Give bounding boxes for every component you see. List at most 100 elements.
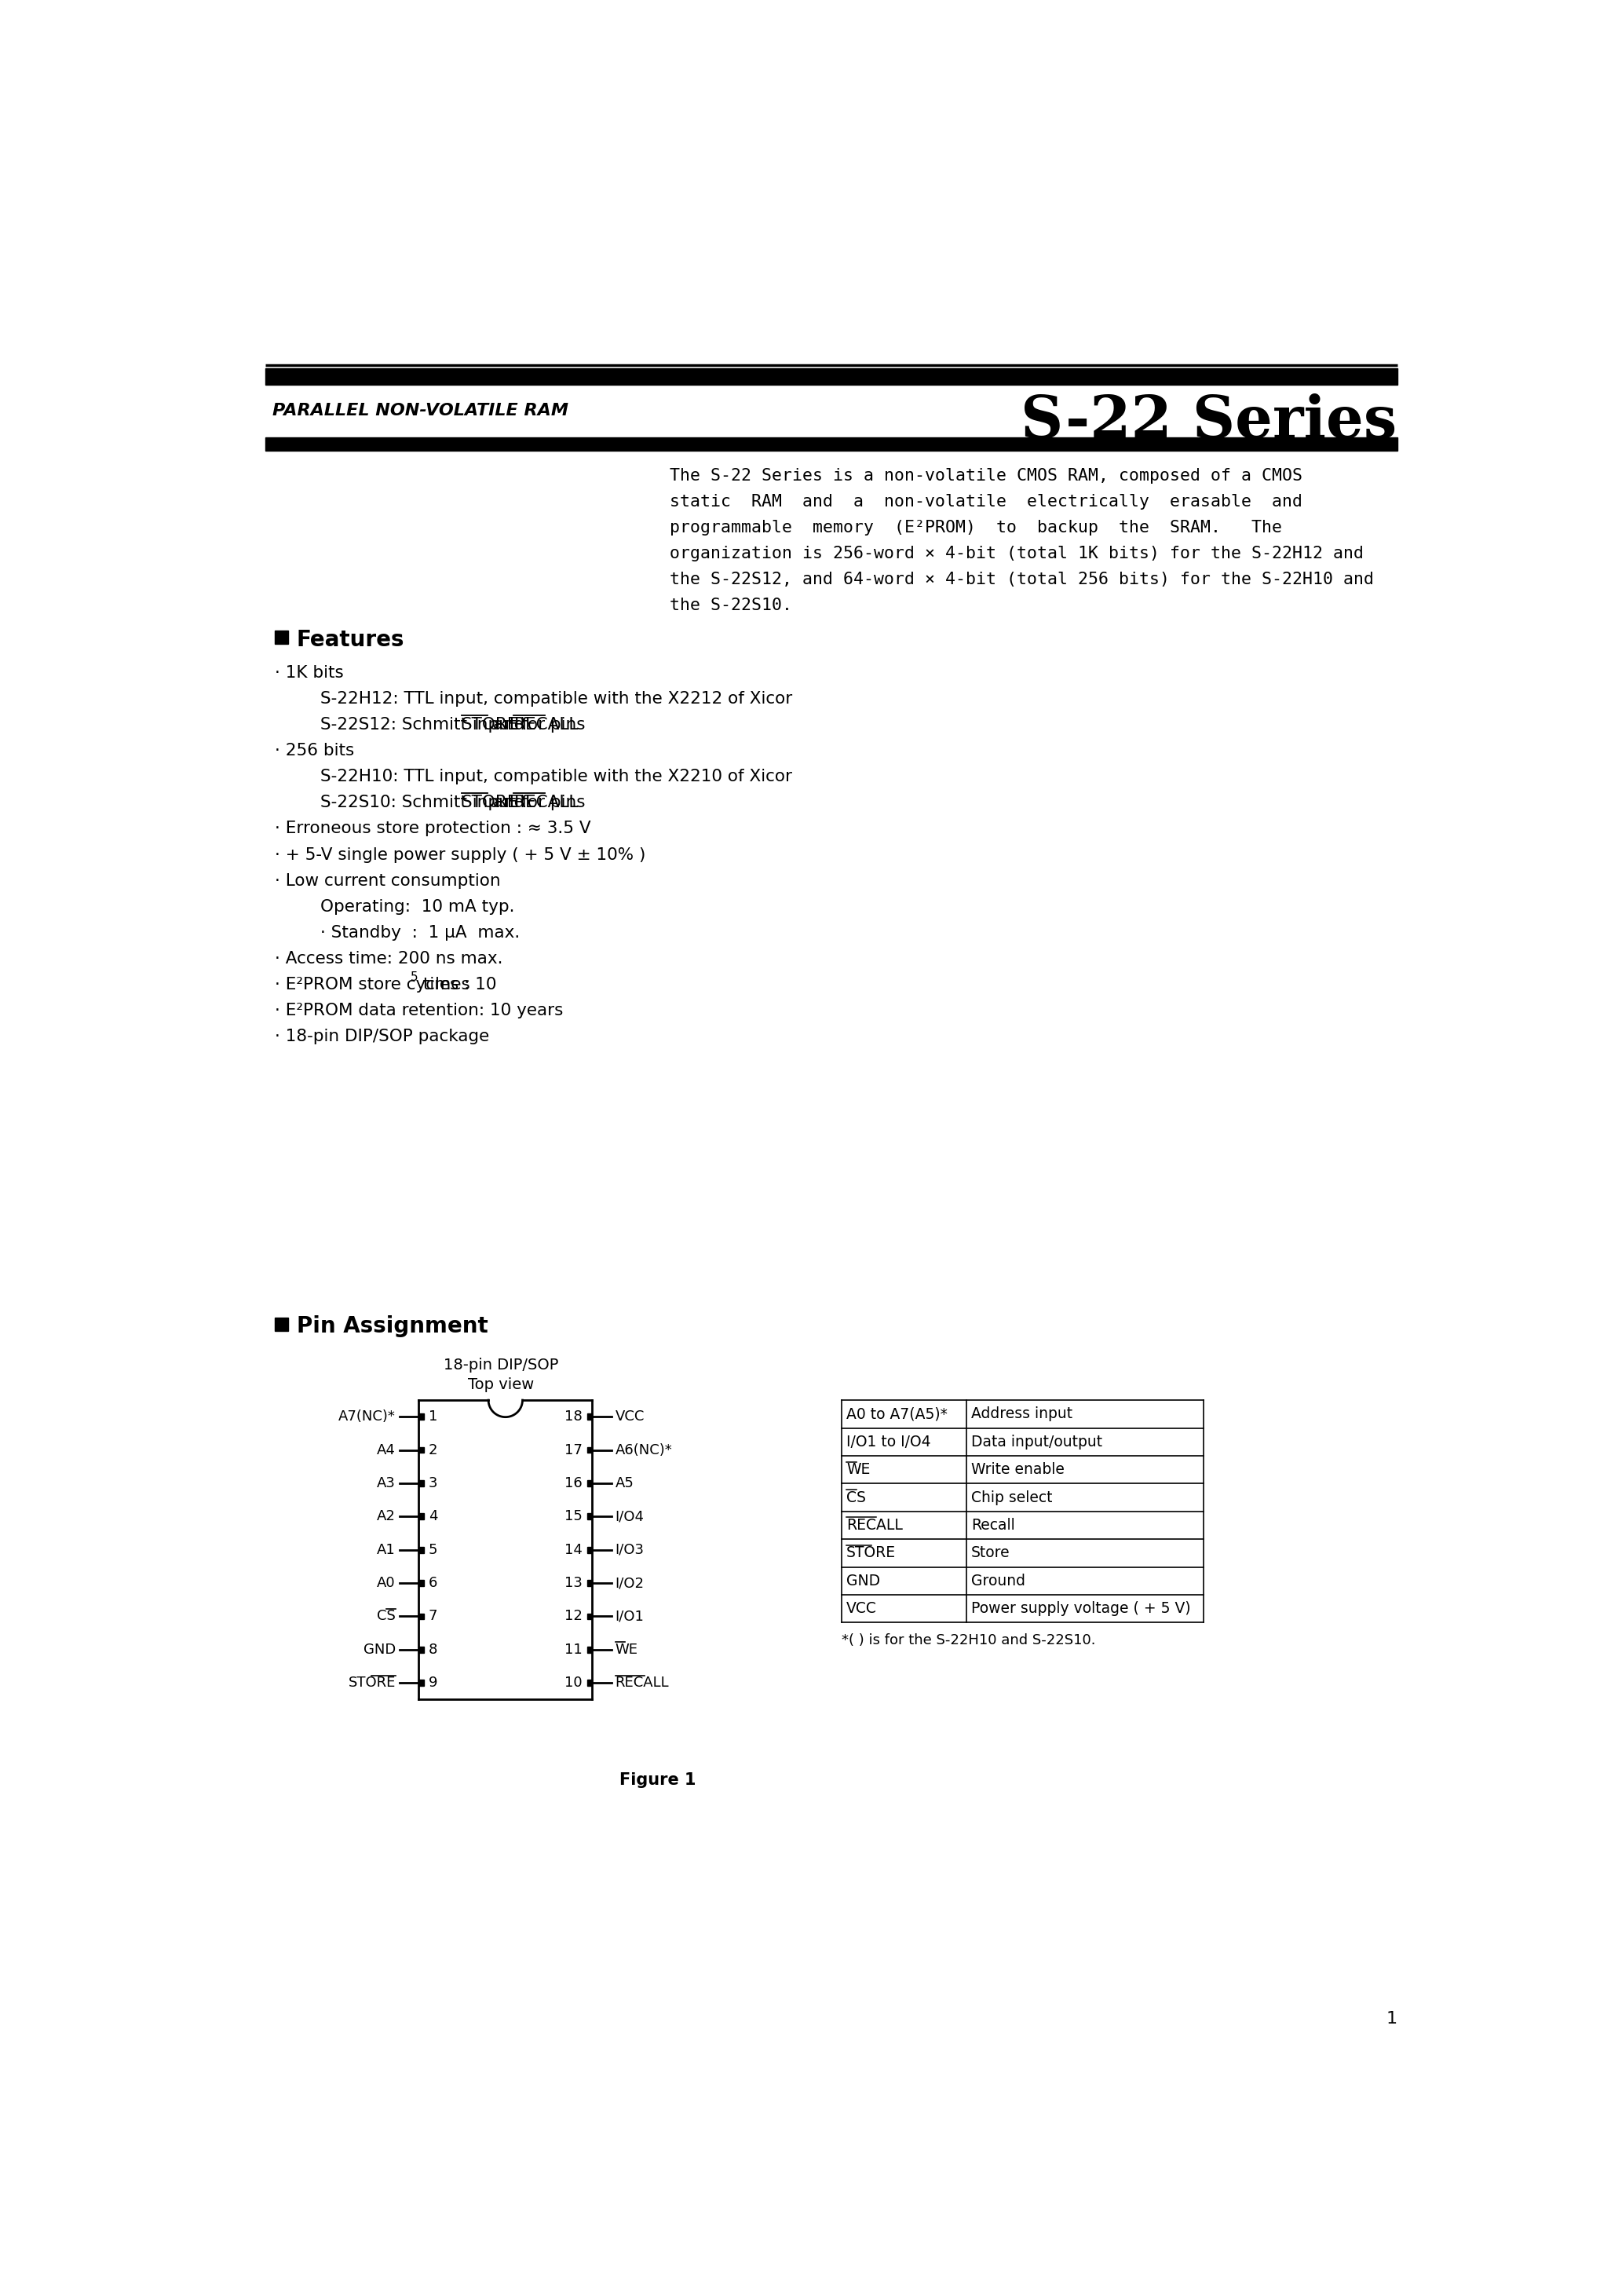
Text: pins: pins [545, 794, 586, 810]
Text: 18-pin DIP/SOP: 18-pin DIP/SOP [443, 1357, 558, 1373]
Text: A0: A0 [376, 1575, 396, 1591]
Text: Operating:  10 mA typ.: Operating: 10 mA typ. [320, 900, 514, 914]
Text: VCC: VCC [847, 1600, 878, 1616]
Text: RECALL: RECALL [514, 794, 579, 810]
Bar [266, 367, 1397, 386]
Text: A6(NC)*: A6(NC)* [615, 1442, 673, 1458]
Text: 7: 7 [428, 1609, 438, 1623]
Text: PARALLEL NON-VOLATILE RAM: PARALLEL NON-VOLATILE RAM [272, 402, 569, 418]
Text: RECALL: RECALL [615, 1676, 670, 1690]
Text: A1: A1 [376, 1543, 396, 1557]
Text: Pin Assignment: Pin Assignment [297, 1316, 488, 1339]
Text: The S-22 Series is a non-volatile CMOS RAM, composed of a CMOS: The S-22 Series is a non-volatile CMOS R… [670, 468, 1302, 484]
Text: Ground: Ground [972, 1573, 1025, 1589]
Text: GND: GND [363, 1642, 396, 1658]
Text: Power supply voltage ( + 5 V): Power supply voltage ( + 5 V) [972, 1600, 1191, 1616]
Text: *( ) is for the S-22H10 and S-22S10.: *( ) is for the S-22H10 and S-22S10. [842, 1632, 1095, 1649]
Text: 12: 12 [564, 1609, 582, 1623]
Bar [587, 1580, 592, 1587]
Bar [418, 1681, 423, 1685]
Text: STORE: STORE [349, 1676, 396, 1690]
Text: WE: WE [615, 1642, 637, 1658]
Text: times: times [417, 976, 470, 992]
Text: 8: 8 [428, 1642, 438, 1658]
Text: 3: 3 [428, 1476, 438, 1490]
Text: I/O1: I/O1 [615, 1609, 644, 1623]
Text: I/O4: I/O4 [615, 1508, 644, 1525]
Text: VCC: VCC [615, 1410, 644, 1424]
Text: A2: A2 [376, 1508, 396, 1525]
Text: Data input/output: Data input/output [972, 1435, 1103, 1449]
Text: and: and [488, 794, 530, 810]
Bar [266, 439, 1397, 450]
Text: Write enable: Write enable [972, 1463, 1064, 1476]
Text: CS: CS [376, 1609, 396, 1623]
Bar [418, 1646, 423, 1653]
Text: organization is 256-word × 4-bit (total 1K bits) for the S-22H12 and: organization is 256-word × 4-bit (total … [670, 546, 1364, 563]
Text: S-22 Series: S-22 Series [1020, 393, 1397, 450]
Bar [587, 1646, 592, 1653]
Text: · Low current consumption: · Low current consumption [274, 872, 500, 889]
Bar [418, 1513, 423, 1520]
Text: · Standby  :  1 μA  max.: · Standby : 1 μA max. [320, 925, 519, 941]
Text: S-22S12: Schmitt input for: S-22S12: Schmitt input for [320, 716, 550, 732]
Text: WE: WE [847, 1463, 871, 1476]
Bar [274, 631, 289, 643]
Text: Top view: Top view [467, 1378, 534, 1391]
Text: S-22H12: TTL input, compatible with the X2212 of Xicor: S-22H12: TTL input, compatible with the … [320, 691, 792, 707]
Text: I/O2: I/O2 [615, 1575, 644, 1591]
Bar [587, 1481, 592, 1486]
Text: static  RAM  and  a  non-volatile  electrically  erasable  and: static RAM and a non-volatile electrical… [670, 494, 1302, 510]
Bar [274, 1318, 289, 1332]
Text: pins: pins [545, 716, 586, 732]
Text: and: and [488, 716, 530, 732]
Text: 16: 16 [564, 1476, 582, 1490]
Bar [418, 1481, 423, 1486]
Bar [418, 1548, 423, 1552]
Text: 2: 2 [428, 1442, 438, 1458]
Text: 5: 5 [428, 1543, 438, 1557]
Text: 6: 6 [428, 1575, 438, 1591]
Text: · 1K bits: · 1K bits [274, 666, 344, 680]
Bar [418, 1414, 423, 1419]
Bar [587, 1513, 592, 1520]
Text: · 256 bits: · 256 bits [274, 744, 354, 758]
Text: STORE: STORE [462, 794, 519, 810]
Text: 1: 1 [428, 1410, 438, 1424]
Text: Address input: Address input [972, 1407, 1072, 1421]
Text: A0 to A7(A5)*: A0 to A7(A5)* [847, 1407, 947, 1421]
Text: A4: A4 [376, 1442, 396, 1458]
Text: 18: 18 [564, 1410, 582, 1424]
Text: Store: Store [972, 1545, 1011, 1561]
Text: I/O3: I/O3 [615, 1543, 644, 1557]
Text: RECALL: RECALL [847, 1518, 903, 1534]
Text: STORE: STORE [462, 716, 519, 732]
Bar [418, 1614, 423, 1619]
Text: · E²PROM data retention: 10 years: · E²PROM data retention: 10 years [274, 1003, 563, 1019]
Text: I/O1 to I/O4: I/O1 to I/O4 [847, 1435, 931, 1449]
Text: S-22S10: Schmitt input for: S-22S10: Schmitt input for [320, 794, 550, 810]
Text: S-22H10: TTL input, compatible with the X2210 of Xicor: S-22H10: TTL input, compatible with the … [320, 769, 792, 785]
Bar [418, 1580, 423, 1587]
Bar [587, 1548, 592, 1552]
Text: Figure 1: Figure 1 [620, 1773, 696, 1789]
Text: 5: 5 [410, 971, 418, 983]
Text: Chip select: Chip select [972, 1490, 1053, 1504]
Bar [587, 1446, 592, 1453]
Bar [587, 1681, 592, 1685]
Text: 14: 14 [564, 1543, 582, 1557]
Text: · + 5-V single power supply ( + 5 V ± 10% ): · + 5-V single power supply ( + 5 V ± 10… [274, 847, 646, 863]
Text: STORE: STORE [847, 1545, 895, 1561]
Text: Recall: Recall [972, 1518, 1015, 1534]
Text: · E²PROM store cycles : 10: · E²PROM store cycles : 10 [274, 976, 496, 992]
Text: 17: 17 [564, 1442, 582, 1458]
Text: CS: CS [847, 1490, 866, 1504]
Text: Features: Features [297, 629, 404, 650]
Text: A5: A5 [615, 1476, 634, 1490]
Text: 15: 15 [564, 1508, 582, 1525]
Bar [587, 1414, 592, 1419]
Text: 11: 11 [564, 1642, 582, 1658]
Text: A7(NC)*: A7(NC)* [339, 1410, 396, 1424]
Bar [418, 1446, 423, 1453]
Text: · Erroneous store protection : ≈ 3.5 V: · Erroneous store protection : ≈ 3.5 V [274, 822, 590, 836]
